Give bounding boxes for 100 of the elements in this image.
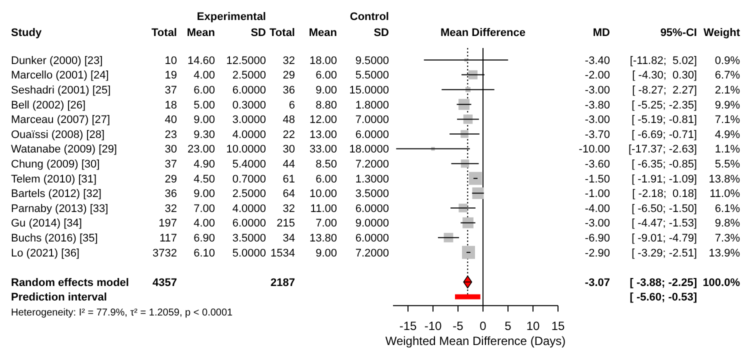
text: 9.00 [194,114,215,126]
category-label: Parnaby (2013) [33] [11,202,108,215]
text: -6.90 [584,232,610,244]
text: 0.9% [714,54,740,67]
x-axis-title: Weighted Mean Difference (Days) [385,334,566,348]
text: 6.0000 [355,202,389,215]
text: 2.5000 [232,70,266,82]
text: 5.0000 [232,247,266,260]
category-label: Dunker (2000) [23] [11,54,103,67]
text: 18 [164,99,177,112]
text: 5.4000 [232,158,266,170]
text: 32 [282,202,295,215]
text: 5.5000 [355,70,389,82]
text: 1.3000 [355,173,389,186]
text: Experimental [196,10,266,23]
text: 7.00 [194,202,215,215]
text: 12.5000 [226,54,266,67]
text: 6.7% [714,70,740,82]
text: -1.50 [584,173,610,186]
text: 6.00 [194,84,215,96]
text: 6 [288,99,295,112]
text: 5.5% [714,158,740,170]
text: 9.00 [316,84,337,96]
text: 6.1% [714,202,740,215]
text: 0.3000 [232,99,266,112]
text: -3.80 [584,99,610,112]
text: [ -5.19; -0.81] [632,114,697,126]
category-label: Chung (2009) [30] [11,158,100,170]
text: 34 [282,232,295,244]
text: [-17.37; -2.63] [628,144,697,156]
text: Heterogeneity: I² = 77.9%, τ² = 1.2059, p < 0.0001 [11,308,234,319]
text: [ -4.47; -1.53] [632,218,697,230]
text: 100.0% [702,276,740,289]
text: [ -6.69; -0.71] [632,128,697,141]
text: 23 [164,128,177,141]
category-label: Lo (2021) [36] [11,247,80,260]
text: 117 [159,232,177,244]
text: 10.00 [309,188,337,200]
text: 32 [282,54,295,67]
text: 6.0000 [355,128,389,141]
text: 4.9% [714,128,740,141]
x-tick-label: -5 [452,318,464,333]
text: 9.9% [714,99,740,112]
text: [ -6.50; -1.50] [632,202,697,215]
text: 10 [164,54,177,67]
text: 9.0000 [355,218,389,230]
text: 7.2000 [355,158,389,170]
category-label: Seshadri (2001) [25] [11,84,111,96]
text: 6.00 [316,173,337,186]
text: 11.0% [710,188,740,200]
text: 18.00 [309,54,337,67]
category-label: Buchs (2016) [35] [11,232,98,244]
text: [ -5.25; -2.35] [632,99,697,112]
text: 3732 [152,247,177,260]
text: 5.00 [194,99,215,112]
chart-title: Mean Difference [440,26,526,39]
category-label: Gu (2014) [34] [11,218,82,230]
text: 1.1% [714,144,740,156]
text: 4.00 [194,70,215,82]
text: [-11.82; 5.02] [630,54,697,67]
text: 4.00 [194,218,215,230]
text: 6.0000 [355,232,389,244]
category-label: Bartels (2012) [32] [11,188,102,200]
text: 6.00 [316,70,337,82]
text: 4357 [152,276,177,289]
text: -10.00 [578,144,610,156]
text: [ -1.91; -1.09] [632,173,697,186]
text: 13.8% [708,173,740,186]
category-label: Prediction interval [11,292,107,304]
text: 2.5000 [232,188,266,200]
category-label: Weight [704,26,740,39]
text: 4.90 [194,158,215,170]
text: -2.90 [584,247,610,260]
text: 29 [282,70,295,82]
text: 9.00 [316,247,337,260]
text: [ -9.01; -4.79] [632,232,697,244]
text: 13.80 [309,232,337,244]
text: 197 [158,218,177,230]
text: 6.0000 [232,218,266,230]
text: 7.2000 [355,247,389,260]
text: 36 [282,84,295,96]
text: 8.80 [316,99,337,112]
text: 9.8% [714,218,740,230]
text: 215 [276,218,295,230]
category-label: Watanabe (2009) [29] [11,144,117,156]
text: 13.9% [708,247,740,260]
text: 64 [282,188,295,200]
text: [ -3.88; -2.25] [630,276,697,289]
text: -2.00 [584,70,610,82]
category-label: MD [592,26,610,39]
text: 7.1% [714,114,740,126]
text: [ -3.29; -2.51] [632,247,697,260]
text: 7.0000 [355,114,389,126]
text: -3.70 [584,128,610,141]
text: 3.0000 [232,114,266,126]
category-label: Total [270,26,295,39]
text: Control [350,10,389,23]
text: 11.00 [310,202,337,215]
text: 14.60 [187,54,215,67]
text: 10.0000 [226,144,266,156]
